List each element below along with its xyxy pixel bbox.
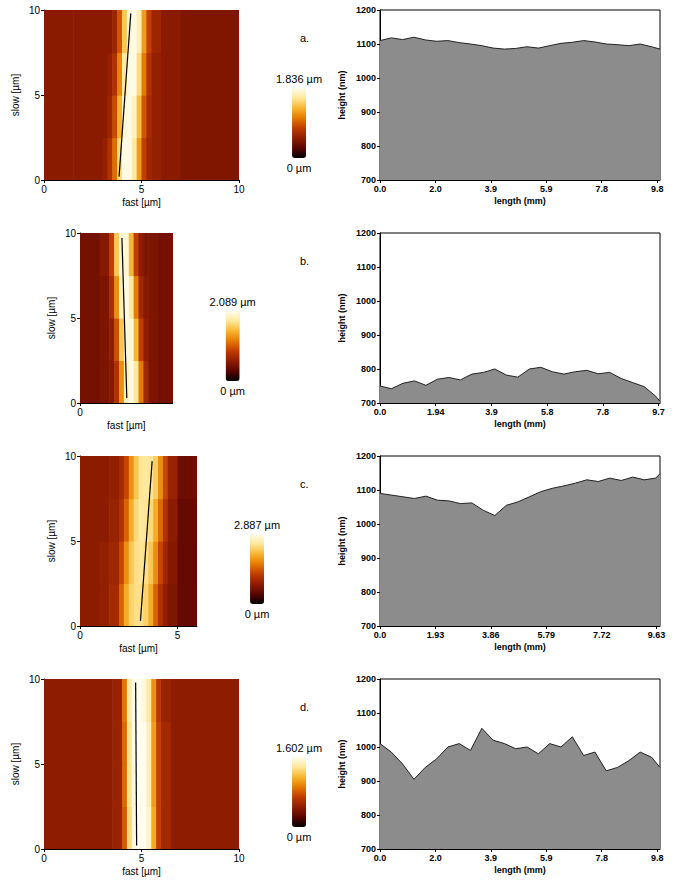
svg-text:3.9: 3.9: [485, 184, 498, 194]
svg-text:700: 700: [361, 844, 376, 854]
svg-text:5: 5: [139, 184, 145, 195]
svg-text:0.0: 0.0: [374, 853, 387, 863]
svg-text:1.602 µm: 1.602 µm: [276, 742, 322, 754]
svg-text:1.94: 1.94: [427, 407, 445, 417]
svg-text:9.63: 9.63: [648, 630, 666, 640]
svg-text:9.8: 9.8: [651, 853, 664, 863]
svg-text:2.887 µm: 2.887 µm: [234, 519, 280, 531]
svg-text:700: 700: [361, 175, 376, 185]
svg-text:height (nm): height (nm): [337, 71, 347, 120]
svg-text:height (nm): height (nm): [337, 740, 347, 789]
svg-text:0 µm: 0 µm: [287, 831, 312, 843]
svg-text:900: 900: [361, 553, 376, 563]
svg-text:height (nm): height (nm): [337, 517, 347, 566]
svg-text:slow [µm]: slow [µm]: [10, 74, 21, 117]
svg-text:0 µm: 0 µm: [245, 608, 270, 620]
svg-text:5.9: 5.9: [540, 184, 553, 194]
svg-text:10: 10: [65, 228, 77, 239]
svg-text:0: 0: [70, 398, 76, 409]
svg-text:1000: 1000: [356, 742, 376, 752]
svg-text:5.9: 5.9: [540, 853, 553, 863]
svg-text:700: 700: [361, 621, 376, 631]
svg-text:0 µm: 0 µm: [287, 162, 312, 174]
svg-text:7.8: 7.8: [595, 184, 608, 194]
svg-text:1000: 1000: [356, 296, 376, 306]
svg-text:0: 0: [34, 844, 40, 855]
svg-text:2.089 µm: 2.089 µm: [210, 296, 256, 308]
svg-text:7.72: 7.72: [593, 630, 611, 640]
svg-text:900: 900: [361, 330, 376, 340]
svg-text:9.7: 9.7: [652, 407, 665, 417]
svg-text:1200: 1200: [356, 228, 376, 238]
svg-text:900: 900: [361, 107, 376, 117]
svg-text:3.86: 3.86: [482, 630, 500, 640]
svg-text:height (nm): height (nm): [337, 294, 347, 343]
svg-text:5: 5: [139, 853, 145, 864]
svg-text:3.9: 3.9: [485, 407, 498, 417]
svg-text:0: 0: [41, 853, 47, 864]
svg-text:800: 800: [361, 141, 376, 151]
svg-text:d.: d.: [300, 701, 309, 713]
svg-text:0.0: 0.0: [374, 630, 387, 640]
svg-text:slow [µm]: slow [µm]: [46, 520, 57, 563]
svg-text:fast [µm]: fast [µm]: [107, 420, 146, 431]
svg-text:900: 900: [361, 776, 376, 786]
svg-text:800: 800: [361, 810, 376, 820]
svg-text:fast [µm]: fast [µm]: [119, 643, 158, 654]
svg-text:10: 10: [233, 853, 245, 864]
svg-text:2.0: 2.0: [429, 184, 442, 194]
svg-text:0: 0: [34, 175, 40, 186]
svg-text:1000: 1000: [356, 519, 376, 529]
svg-text:b.: b.: [300, 255, 309, 267]
svg-text:5: 5: [70, 313, 76, 324]
svg-text:5.79: 5.79: [538, 630, 556, 640]
svg-text:3.9: 3.9: [485, 853, 498, 863]
svg-text:0.0: 0.0: [374, 184, 387, 194]
svg-text:5: 5: [175, 630, 181, 641]
svg-text:1000: 1000: [356, 73, 376, 83]
svg-text:0 µm: 0 µm: [220, 385, 245, 397]
svg-text:1200: 1200: [356, 451, 376, 461]
svg-text:1100: 1100: [356, 39, 376, 49]
svg-text:0: 0: [77, 407, 83, 418]
svg-text:fast [µm]: fast [µm]: [122, 197, 161, 208]
svg-text:10: 10: [233, 184, 245, 195]
svg-text:length (mm): length (mm): [494, 642, 546, 652]
svg-text:9.8: 9.8: [651, 184, 664, 194]
svg-text:1100: 1100: [356, 708, 376, 718]
svg-text:700: 700: [361, 398, 376, 408]
svg-text:1100: 1100: [356, 262, 376, 272]
svg-text:0.0: 0.0: [374, 407, 387, 417]
svg-text:5: 5: [70, 536, 76, 547]
svg-text:1200: 1200: [356, 674, 376, 684]
svg-text:10: 10: [65, 451, 77, 462]
svg-text:7.8: 7.8: [595, 853, 608, 863]
svg-text:0: 0: [41, 184, 47, 195]
svg-text:fast [µm]: fast [µm]: [122, 866, 161, 877]
svg-text:length (mm): length (mm): [494, 865, 546, 875]
svg-text:800: 800: [361, 364, 376, 374]
svg-text:0: 0: [77, 630, 83, 641]
svg-text:a.: a.: [300, 32, 309, 44]
svg-text:10: 10: [29, 674, 41, 685]
svg-text:length (mm): length (mm): [494, 419, 546, 429]
svg-text:1.836 µm: 1.836 µm: [276, 73, 322, 85]
svg-text:2.0: 2.0: [429, 853, 442, 863]
svg-text:10: 10: [29, 5, 41, 16]
svg-text:5.8: 5.8: [541, 407, 554, 417]
svg-text:slow [µm]: slow [µm]: [46, 297, 57, 340]
svg-text:1100: 1100: [356, 485, 376, 495]
svg-text:length (mm): length (mm): [494, 196, 546, 206]
svg-text:800: 800: [361, 587, 376, 597]
svg-text:1.93: 1.93: [427, 630, 445, 640]
svg-text:slow [µm]: slow [µm]: [10, 743, 21, 786]
svg-text:1200: 1200: [356, 5, 376, 15]
svg-text:c.: c.: [300, 478, 309, 490]
svg-text:5: 5: [34, 759, 40, 770]
svg-text:7.8: 7.8: [597, 407, 610, 417]
svg-text:0: 0: [70, 621, 76, 632]
svg-text:5: 5: [34, 90, 40, 101]
